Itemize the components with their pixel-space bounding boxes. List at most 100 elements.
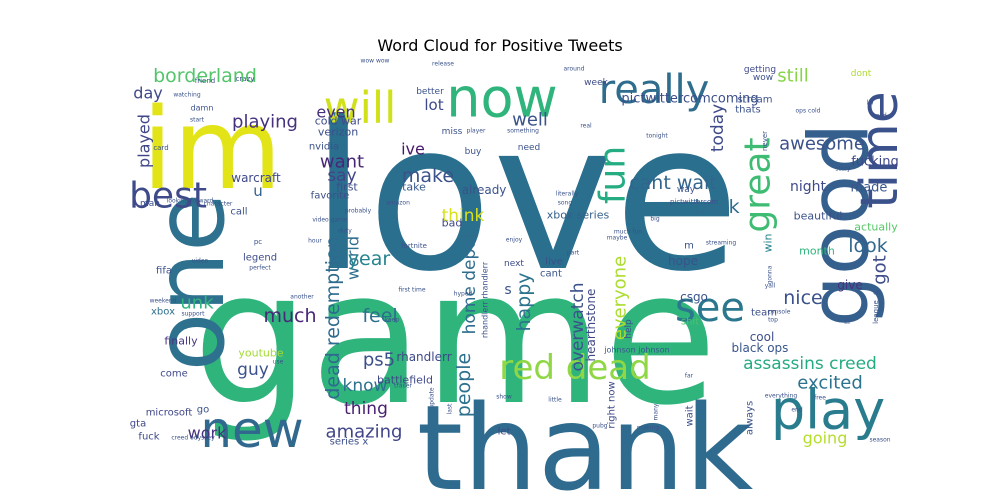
word-played: played	[135, 114, 154, 168]
word-home-depot: home depot	[460, 231, 480, 334]
word-made: made	[851, 181, 888, 196]
word-will: will	[324, 83, 397, 134]
word-last: last	[447, 403, 454, 414]
word-verizon: verizon	[318, 126, 358, 139]
word-console: console	[768, 309, 791, 316]
word-always: always	[745, 401, 756, 435]
word-hearthstone: hearthstone	[584, 289, 598, 362]
word-battlefield: battlefield	[377, 374, 433, 387]
word-game: game	[193, 230, 718, 446]
word-everything: everything	[765, 393, 798, 400]
word-lol: lol	[866, 100, 873, 107]
word-think: think	[442, 206, 485, 226]
word-getting: getting	[744, 65, 776, 75]
word-making: making	[637, 425, 659, 432]
word-video-game: video game	[312, 217, 348, 224]
word-bad: bad	[442, 217, 463, 230]
word-assassins-creed: assassins creed	[743, 354, 877, 374]
word-first: first	[336, 181, 358, 194]
word-creed-odyssey: creed odyssey	[171, 435, 215, 442]
word-dont: dont	[851, 69, 872, 79]
word-let: let	[498, 427, 511, 438]
word-unk: unk	[180, 293, 214, 314]
word-month: month	[799, 245, 835, 258]
word-beautiful: beautiful	[794, 210, 843, 223]
word-show: show	[496, 394, 512, 401]
word-crazy: crazy	[236, 75, 255, 83]
word-u: u	[253, 182, 263, 200]
word-free: free	[814, 395, 826, 402]
word-many: many	[653, 403, 660, 420]
word-people: people	[453, 353, 475, 417]
word-wow-wow: wow wow	[361, 58, 390, 65]
word-im: im	[142, 85, 282, 215]
word-streaming: streaming	[706, 240, 736, 247]
word-ive: ive	[401, 140, 425, 159]
word-something: something	[507, 128, 539, 135]
word-pubg: pubg	[592, 423, 607, 430]
word-say: say	[327, 166, 356, 186]
word-start: start	[190, 117, 205, 124]
chart-title: Word Cloud for Positive Tweets	[377, 36, 623, 55]
word-pc: pc	[254, 238, 262, 246]
word-enjoy: enjoy	[506, 237, 523, 244]
word-know: know	[343, 376, 388, 396]
word-tonight: tonight	[646, 133, 668, 140]
word-one: one	[134, 193, 246, 372]
word-youtube: youtube	[238, 347, 283, 360]
word-give: give	[837, 278, 862, 292]
word-real: real	[580, 123, 592, 130]
word-still: still	[777, 66, 808, 87]
word-never: never	[761, 131, 769, 151]
word-player: player	[467, 128, 486, 135]
word-first-time: first time	[398, 287, 425, 294]
word-thats: thats	[735, 105, 761, 116]
word-favorite: favorite	[311, 191, 350, 202]
word-live: live	[545, 257, 563, 268]
word-nvidia: nvidia	[309, 142, 339, 153]
word-call: call	[230, 207, 247, 218]
word-go: go	[197, 405, 209, 416]
word-big: big	[650, 216, 659, 223]
word-literally: literally	[556, 191, 579, 198]
word-right-now: right now	[607, 381, 618, 428]
word-red-dead: red dead	[499, 348, 650, 388]
word-gonna: gonna	[767, 265, 774, 284]
word-season: season	[869, 437, 890, 444]
word-cant-wait: cant wait	[629, 172, 717, 194]
word-top: top	[768, 317, 778, 324]
word-duty: duty	[338, 228, 352, 235]
word-update: update	[429, 387, 436, 408]
word-m: m	[684, 241, 694, 252]
word-rhandlerr: rhandlerr	[396, 350, 451, 364]
word-finally: finally	[164, 335, 198, 348]
word-actually: actually	[854, 221, 898, 234]
word-another: another	[290, 294, 314, 301]
word-night: night	[790, 179, 827, 195]
word-back: back	[694, 196, 739, 218]
word-new: new	[200, 401, 303, 459]
word-amazing: amazing	[326, 422, 403, 443]
word-use: use	[273, 359, 284, 366]
word-see: see	[675, 285, 745, 331]
word-pictwittercomcoming: pictwittercomcoming	[621, 92, 758, 107]
word-lot: lot	[424, 96, 443, 114]
word-better: better	[416, 87, 444, 97]
word-microsoft: microsoft	[146, 408, 193, 419]
word-much-fun: much fun	[614, 229, 643, 236]
word-friend: friend	[195, 77, 215, 85]
word-happy: happy	[513, 272, 535, 331]
word-shit: shit	[681, 317, 699, 328]
word-man: man	[140, 199, 160, 209]
word-world: world	[344, 236, 363, 280]
word-wow: wow	[753, 73, 773, 83]
word-release: release	[432, 61, 454, 68]
word-take: take	[402, 181, 426, 194]
word-week: week	[584, 78, 608, 88]
word-win: win	[762, 233, 775, 252]
word-help: help	[624, 319, 634, 339]
word-stream: stream	[737, 95, 772, 106]
word-rhandlerr-rhandlerr: rhandlerr rhandlerr	[481, 261, 490, 338]
word-ops-cold: ops cold	[796, 108, 821, 115]
word-league: league	[872, 300, 880, 324]
